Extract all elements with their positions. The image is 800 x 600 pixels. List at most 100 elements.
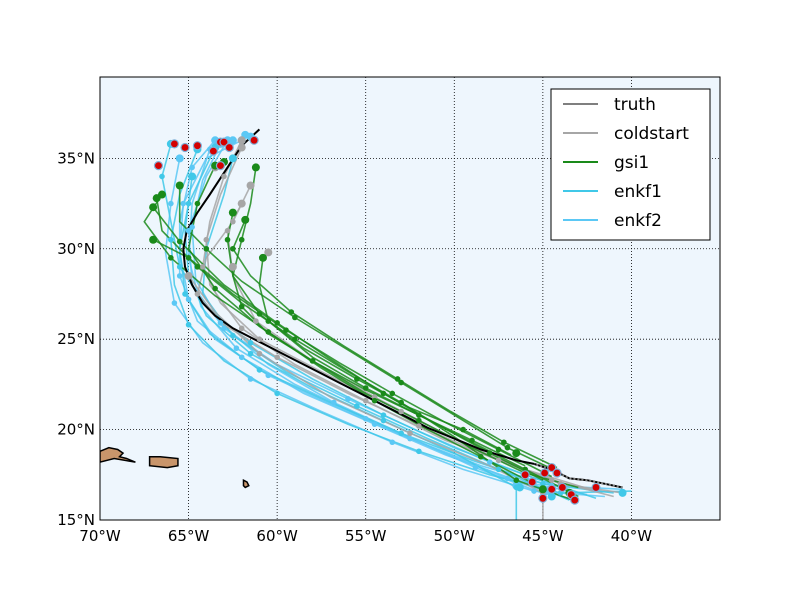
gsi1-point bbox=[501, 439, 507, 446]
red-marker bbox=[591, 482, 601, 493]
gsi1-point bbox=[416, 417, 422, 424]
gsi1-point bbox=[309, 358, 316, 364]
enkf1-point bbox=[495, 466, 502, 473]
enkf1-point bbox=[398, 430, 404, 437]
gsi1-point bbox=[168, 255, 174, 261]
enkf2-point bbox=[176, 273, 183, 279]
enkf2-end-point bbox=[228, 136, 237, 145]
legend-label-coldstart: coldstart bbox=[614, 124, 689, 144]
gsi1-point bbox=[238, 236, 245, 243]
gsi1-point bbox=[185, 255, 192, 261]
gsi1-point bbox=[460, 426, 466, 433]
x-tick-label: 60°W bbox=[256, 527, 298, 545]
enkf2-point bbox=[345, 396, 351, 402]
enkf1-point bbox=[182, 291, 188, 297]
gsi1-end-point bbox=[251, 163, 260, 172]
gsi1-track-3 bbox=[152, 238, 553, 478]
y-tick-label: 30°N bbox=[57, 240, 95, 258]
gsi1-end-point bbox=[149, 203, 158, 212]
coldstart-end-point bbox=[246, 181, 255, 190]
coldstart-point bbox=[256, 336, 263, 342]
enkf1-point bbox=[256, 367, 263, 373]
gsi1-end-point bbox=[228, 208, 237, 217]
truth-track bbox=[182, 128, 623, 489]
gsi1-point bbox=[238, 303, 245, 310]
coldstart-end-point bbox=[184, 271, 193, 280]
red-marker bbox=[538, 493, 548, 503]
coldstart-point bbox=[230, 218, 236, 225]
x-tick-label: 40°W bbox=[611, 527, 653, 545]
coldstart-point bbox=[274, 354, 280, 361]
enkf1-point bbox=[176, 264, 183, 270]
enkf1-point bbox=[380, 412, 387, 418]
legend-box bbox=[550, 88, 711, 241]
gsi1-point bbox=[265, 318, 272, 324]
gsi1-point bbox=[283, 327, 289, 333]
gsi1-track-4 bbox=[258, 257, 526, 467]
coldstart-point bbox=[407, 430, 413, 437]
enkf1-end-point bbox=[547, 492, 556, 501]
gsi1-point bbox=[265, 329, 272, 335]
enkf1-point bbox=[380, 417, 387, 424]
legend-label-enkf2: enkf2 bbox=[614, 211, 662, 231]
enkf1-point bbox=[540, 481, 546, 487]
gsi1-point bbox=[469, 437, 475, 444]
gsi1-point bbox=[194, 264, 201, 270]
y-tick-label: 20°N bbox=[57, 421, 95, 439]
track-markers bbox=[149, 130, 627, 505]
enkf2-point bbox=[185, 296, 192, 303]
enkf1-point bbox=[354, 403, 360, 409]
gsi1-end-point bbox=[512, 449, 521, 458]
enkf2-point bbox=[180, 200, 187, 207]
red-marker bbox=[557, 482, 567, 493]
red-marker bbox=[540, 468, 550, 478]
land-leeward-island bbox=[242, 478, 250, 489]
enkf2-end-point bbox=[175, 154, 184, 163]
gsi1-point bbox=[513, 477, 520, 484]
gsi1-track-6 bbox=[226, 212, 512, 456]
coldstart-point bbox=[238, 325, 245, 332]
coldstart-point bbox=[224, 227, 231, 234]
gsi1-track-9 bbox=[231, 219, 558, 469]
x-tick-label: 55°W bbox=[345, 527, 387, 545]
enkf2-point bbox=[389, 439, 396, 446]
gsi1-point bbox=[194, 200, 201, 207]
gsi1-end-point bbox=[258, 253, 267, 262]
gsi1-end-point bbox=[538, 485, 547, 494]
gsi1-point bbox=[362, 385, 369, 391]
y-tick-label: 25°N bbox=[57, 330, 95, 348]
coldstart-point bbox=[221, 173, 227, 180]
x-tick-label: 65°W bbox=[168, 527, 210, 545]
enkf2-point bbox=[371, 421, 378, 427]
enkf2-point bbox=[331, 399, 337, 406]
enkf2-point bbox=[238, 354, 245, 361]
gsi1-point bbox=[394, 376, 401, 382]
coldstart-point bbox=[495, 457, 502, 464]
gsi1-point bbox=[176, 238, 183, 245]
gsi1-point bbox=[398, 379, 404, 386]
legend: truth coldstart gsi1 enkf1 enkf2 bbox=[550, 88, 711, 241]
red-marker bbox=[570, 495, 580, 505]
enkf1-point bbox=[185, 321, 192, 328]
enkf2-point bbox=[265, 372, 272, 379]
coldstart-end-point bbox=[228, 262, 237, 271]
enkf2-point bbox=[171, 300, 178, 306]
coldstart-point bbox=[362, 397, 369, 404]
gsi1-point bbox=[398, 399, 404, 406]
gsi1-track-2 bbox=[143, 194, 535, 485]
coldstart-end-point bbox=[264, 248, 273, 257]
gsi1-track-8 bbox=[152, 206, 544, 481]
enkf2-point bbox=[217, 320, 224, 326]
enkf1-point bbox=[416, 448, 422, 455]
red-marker bbox=[547, 484, 557, 494]
red-marker bbox=[169, 139, 179, 149]
enkf2-point bbox=[472, 464, 479, 471]
enkf2-point bbox=[233, 345, 240, 352]
red-marker bbox=[527, 477, 537, 487]
red-marker bbox=[192, 141, 203, 151]
red-marker bbox=[153, 161, 164, 171]
legend-label-gsi1: gsi1 bbox=[614, 153, 649, 173]
legend-label-enkf1: enkf1 bbox=[614, 182, 662, 202]
gsi1-point bbox=[288, 309, 295, 315]
y-tick-label: 35°N bbox=[57, 149, 95, 167]
